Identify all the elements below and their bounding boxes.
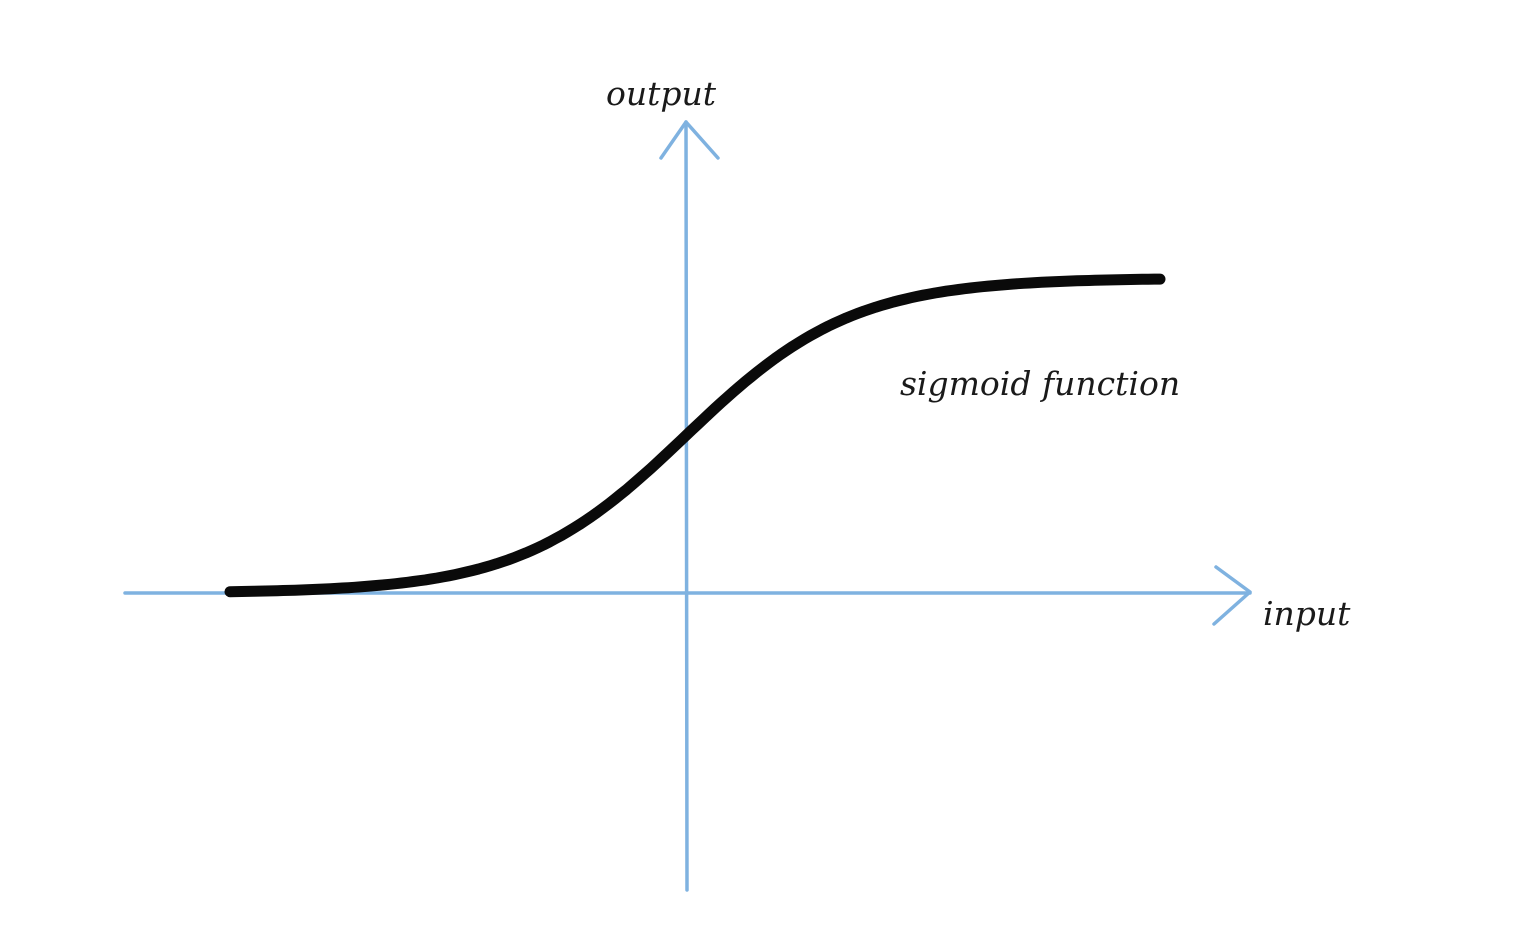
y-axis-label: output — [606, 74, 717, 113]
y-axis-line — [684, 120, 689, 892]
x-axis-arrowhead — [1212, 565, 1252, 626]
y-axis-arrowhead — [659, 120, 720, 160]
y-axis — [659, 120, 720, 892]
sigmoid-curve — [224, 273, 1166, 598]
curve-label: sigmoid function — [900, 364, 1180, 403]
x-axis-label: input — [1263, 594, 1351, 633]
